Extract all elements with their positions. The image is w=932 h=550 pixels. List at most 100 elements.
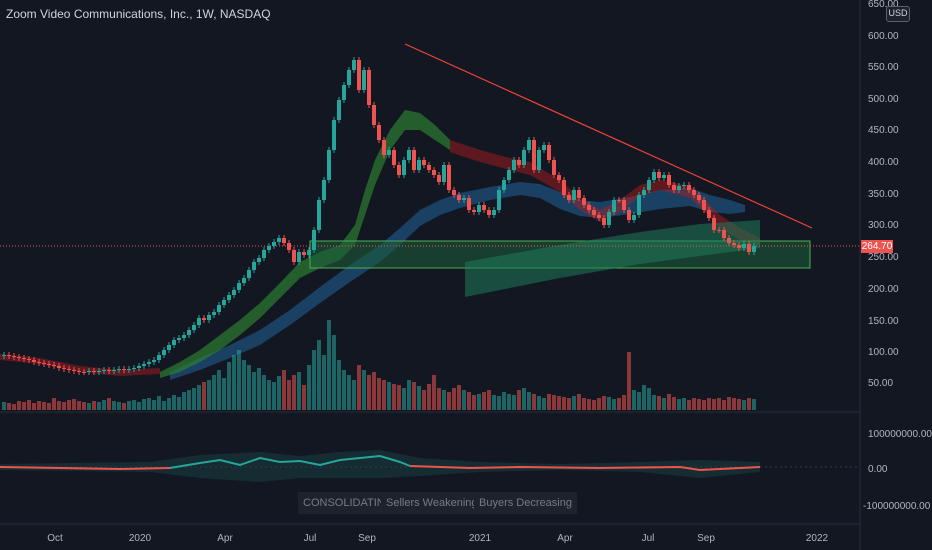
- candle-body: [62, 368, 66, 369]
- volume-bar: [547, 394, 551, 410]
- volume-bar: [172, 395, 176, 410]
- candle-body: [607, 212, 611, 225]
- price-tick-label: 400.00: [868, 157, 899, 168]
- price-tick-label: 150.00: [868, 316, 899, 327]
- chart-title: Zoom Video Communications, Inc., 1W, NAS…: [6, 7, 271, 21]
- volume-bar: [152, 400, 156, 410]
- volume-bar: [237, 350, 241, 410]
- volume-bar: [432, 375, 436, 410]
- candle-body: [317, 200, 321, 230]
- volume-bar: [122, 403, 126, 410]
- time-axis-label: Apr: [217, 533, 233, 544]
- volume-bar: [532, 394, 536, 410]
- candle-body: [142, 364, 146, 366]
- volume-bar: [722, 400, 726, 410]
- candle-body: [232, 290, 236, 295]
- candle-body: [417, 160, 421, 170]
- candle-body: [237, 283, 241, 290]
- candle-body: [37, 362, 41, 363]
- candle-body: [222, 300, 226, 305]
- candle-body: [527, 140, 531, 150]
- candle-body: [412, 150, 416, 170]
- volume-bar: [367, 375, 371, 410]
- candlesticks: [2, 57, 756, 375]
- volume-bar: [282, 370, 286, 410]
- volume-bar: [512, 395, 516, 410]
- time-axis-label: 2020: [129, 533, 152, 544]
- oscillator-tick-label: 0.00: [868, 464, 888, 475]
- candle-body: [502, 180, 506, 190]
- volume-bar: [422, 390, 426, 410]
- candle-body: [2, 355, 6, 356]
- volume-bar: [47, 403, 51, 410]
- volume-bar: [417, 386, 421, 410]
- oscillator-tick-label: -100000000.00: [863, 501, 931, 512]
- candle-body: [497, 190, 501, 210]
- volume-bar: [562, 397, 566, 410]
- volume-bar: [382, 380, 386, 410]
- volume-bar: [162, 401, 166, 410]
- descending-trendline[interactable]: [404, 43, 813, 229]
- volume-bar: [42, 402, 46, 410]
- candle-body: [517, 160, 521, 165]
- volume-bar: [97, 402, 101, 410]
- candle-body: [77, 371, 81, 372]
- price-tick-label: 650.00: [868, 0, 899, 10]
- currency-badge[interactable]: USD: [886, 6, 910, 22]
- candle-body: [162, 350, 166, 355]
- candle-body: [282, 238, 286, 243]
- candle-body: [92, 371, 96, 372]
- candle-body: [47, 364, 51, 365]
- candle-body: [117, 369, 121, 370]
- oscillator-band: [0, 450, 760, 482]
- volume-bar: [192, 388, 196, 410]
- candle-body: [552, 160, 556, 175]
- candle-body: [207, 315, 211, 320]
- volume-bar: [407, 380, 411, 410]
- candle-body: [717, 230, 721, 231]
- candle-body: [172, 340, 176, 345]
- volume-bar: [117, 402, 121, 410]
- candle-body: [377, 125, 381, 140]
- candle-body: [157, 355, 161, 360]
- volume-bar: [252, 372, 256, 410]
- volume-bar: [652, 395, 656, 410]
- candle-body: [32, 360, 36, 362]
- candle-body: [102, 370, 106, 371]
- price-axis-ticks: 650.00 600.00 550.00 500.00 450.00 400.00 350.…: [868, 0, 899, 389]
- candle-body: [702, 200, 706, 210]
- time-axis-label: Jul: [642, 533, 655, 544]
- volume-bar: [147, 398, 151, 410]
- candle-body: [592, 210, 596, 215]
- candle-body: [362, 70, 366, 90]
- volume-bar: [522, 388, 526, 410]
- candle-body: [507, 170, 511, 180]
- candle-body: [537, 150, 541, 170]
- volume-bar: [647, 388, 651, 410]
- volume-bar: [587, 399, 591, 410]
- candle-body: [357, 60, 361, 90]
- time-axis-label: Apr: [557, 533, 573, 544]
- candle-body: [707, 210, 711, 218]
- volume-bar: [217, 370, 221, 410]
- volume-bar: [602, 396, 606, 410]
- candle-body: [542, 145, 546, 150]
- green-channel: [465, 220, 760, 297]
- candle-body: [397, 165, 401, 175]
- candle-body: [712, 218, 716, 230]
- volume-bar: [632, 390, 636, 410]
- red-ma-ribbon: [450, 140, 760, 246]
- time-axis-label: Jul: [304, 533, 317, 544]
- candle-body: [437, 175, 441, 182]
- oscillator-axis-ticks: 100000000.00 0.00 -100000000.00: [863, 429, 932, 512]
- candle-body: [622, 200, 626, 210]
- time-axis-labels: Oct 2020 Apr Jul Sep 2021 Apr Jul Sep 2022: [47, 533, 828, 544]
- volume-bar: [497, 396, 501, 410]
- volume-bar: [552, 395, 556, 410]
- candle-body: [722, 230, 726, 238]
- candle-body: [52, 365, 56, 366]
- volume-bar: [702, 400, 706, 410]
- volume-bar: [87, 403, 91, 410]
- candle-body: [42, 363, 46, 364]
